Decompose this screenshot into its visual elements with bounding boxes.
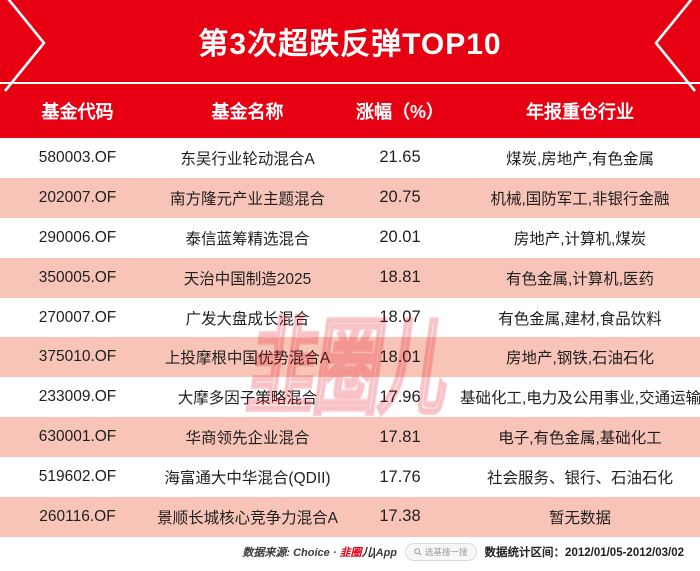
cell-gain: 17.38 bbox=[379, 507, 421, 526]
cell-fund-name: 天治中国制造2025 bbox=[183, 270, 312, 288]
left-chevron-icon bbox=[3, 0, 46, 92]
table-header-row: 基金代码 基金名称 涨幅（%） 年报重仓行业 bbox=[0, 84, 700, 138]
table-row: 580003.OF 东吴行业轮动混合A 21.65 煤炭,房地产,有色金属 bbox=[0, 138, 700, 178]
right-chevron-icon bbox=[654, 0, 697, 92]
cell-fund-code: 260116.OF bbox=[39, 507, 116, 525]
cell-industries: 房地产,钢铁,石油石化 bbox=[505, 350, 655, 368]
table-row: 270007.OF 广发大盘成长混合 18.07 有色金属,建材,食品饮料 bbox=[0, 298, 700, 338]
search-pill-button[interactable]: 选基搜一搜 bbox=[405, 543, 477, 561]
column-header-fund-name: 基金名称 bbox=[211, 102, 284, 122]
table-row: 350005.OF 天治中国制造2025 18.81 有色金属,计算机,医药 bbox=[0, 257, 700, 298]
column-header-fund-code: 基金代码 bbox=[41, 102, 114, 122]
data-source-suffix: App bbox=[375, 547, 398, 559]
cell-industries: 有色金属,建材,食品饮料 bbox=[498, 310, 662, 328]
date-range-label: 数据统计区间：2012/01/05-2012/03/02 bbox=[484, 547, 684, 559]
cell-fund-code: 350005.OF bbox=[38, 268, 117, 286]
cell-industries: 房地产,计算机,煤炭 bbox=[513, 230, 647, 248]
data-source-label: 数据来源: Choice · 韭圈儿|App bbox=[242, 544, 397, 560]
cell-fund-code: 519602.OF bbox=[38, 468, 117, 486]
cell-gain: 17.76 bbox=[379, 467, 421, 486]
banner: 第3次超跌反弹TOP10 基金代码 基金名称 涨幅（%） 年报重仓行业 bbox=[0, 0, 700, 138]
cell-industries: 基础化工,电力及公用事业,交通运输 bbox=[460, 390, 700, 408]
cell-industries: 机械,国防军工,非银行金融 bbox=[490, 190, 670, 208]
table-row: 519602.OF 海富通大中华混合(QDII) 17.76 社会服务、银行、石… bbox=[0, 457, 700, 497]
app-logo-suffix: 儿| bbox=[361, 547, 376, 559]
cell-industries: 电子,有色金属,基础化工 bbox=[498, 430, 662, 448]
cell-gain: 18.81 bbox=[379, 268, 421, 287]
cell-industries: 煤炭,房地产,有色金属 bbox=[505, 150, 655, 168]
table-body: 580003.OF 东吴行业轮动混合A 21.65 煤炭,房地产,有色金属 20… bbox=[0, 138, 700, 537]
cell-gain: 20.75 bbox=[379, 188, 421, 207]
cell-gain: 17.96 bbox=[379, 387, 421, 406]
cell-fund-name: 广发大盘成长混合 bbox=[185, 310, 310, 328]
page-title: 第3次超跌反弹TOP10 bbox=[198, 28, 502, 61]
cell-fund-name: 海富通大中华混合(QDII) bbox=[164, 470, 331, 488]
cell-fund-code: 270007.OF bbox=[38, 308, 117, 326]
cell-fund-name: 南方隆元产业主题混合 bbox=[169, 190, 325, 208]
cell-fund-code: 630001.OF bbox=[38, 428, 117, 446]
cell-fund-name: 东吴行业轮动混合A bbox=[180, 150, 315, 168]
cell-fund-name: 上投摩根中国优势混合A bbox=[164, 350, 331, 368]
table-row: 233009.OF 大摩多因子策略混合 17.96 基础化工,电力及公用事业,交… bbox=[0, 377, 700, 417]
cell-fund-code: 290006.OF bbox=[38, 228, 117, 246]
cell-fund-name: 华商领先企业混合 bbox=[185, 430, 310, 448]
cell-fund-code: 233009.OF bbox=[38, 388, 117, 406]
cell-fund-code: 375010.OF bbox=[38, 348, 117, 366]
cell-gain: 21.65 bbox=[379, 148, 421, 167]
app-logo: 韭圈 bbox=[339, 547, 362, 559]
table-row: 260116.OF 景顺长城核心竞争力混合A 17.38 暂无数据 bbox=[0, 497, 700, 537]
cell-fund-name: 大摩多因子策略混合 bbox=[177, 390, 318, 408]
banner-title-bar: 第3次超跌反弹TOP10 bbox=[0, 0, 700, 92]
data-source-prefix: 数据来源: Choice · bbox=[242, 547, 340, 559]
table-row: 290006.OF 泰信蓝筹精选混合 20.01 房地产,计算机,煤炭 bbox=[0, 218, 700, 258]
cell-fund-name: 泰信蓝筹精选混合 bbox=[185, 230, 310, 248]
cell-gain: 17.81 bbox=[379, 427, 421, 446]
column-header-industries: 年报重仓行业 bbox=[526, 102, 634, 122]
cell-fund-code: 580003.OF bbox=[38, 148, 117, 166]
cell-fund-code: 202007.OF bbox=[38, 188, 117, 206]
cell-industries: 社会服务、银行、石油石化 bbox=[486, 470, 673, 488]
table-row: 202007.OF 南方隆元产业主题混合 20.75 机械,国防军工,非银行金融 bbox=[0, 177, 700, 218]
cell-industries: 有色金属,计算机,医药 bbox=[505, 270, 655, 288]
search-pill-label: 选基搜一搜 bbox=[425, 547, 468, 557]
column-header-gain: 涨幅（%） bbox=[355, 102, 444, 122]
table-row: 630001.OF 华商领先企业混合 17.81 电子,有色金属,基础化工 bbox=[0, 417, 700, 458]
footer: 数据来源: Choice · 韭圈儿|App 选基搜一搜 数据统计区间：2012… bbox=[242, 542, 684, 562]
cell-gain: 18.07 bbox=[379, 308, 421, 326]
cell-industries: 暂无数据 bbox=[548, 509, 611, 527]
table-row: 375010.OF 上投摩根中国优势混合A 18.01 房地产,钢铁,石油石化 bbox=[0, 337, 700, 378]
cell-fund-name: 景顺长城核心竞争力混合A bbox=[157, 509, 338, 527]
search-icon bbox=[414, 548, 422, 556]
cell-gain: 18.01 bbox=[379, 347, 421, 366]
cell-gain: 20.01 bbox=[379, 228, 421, 247]
